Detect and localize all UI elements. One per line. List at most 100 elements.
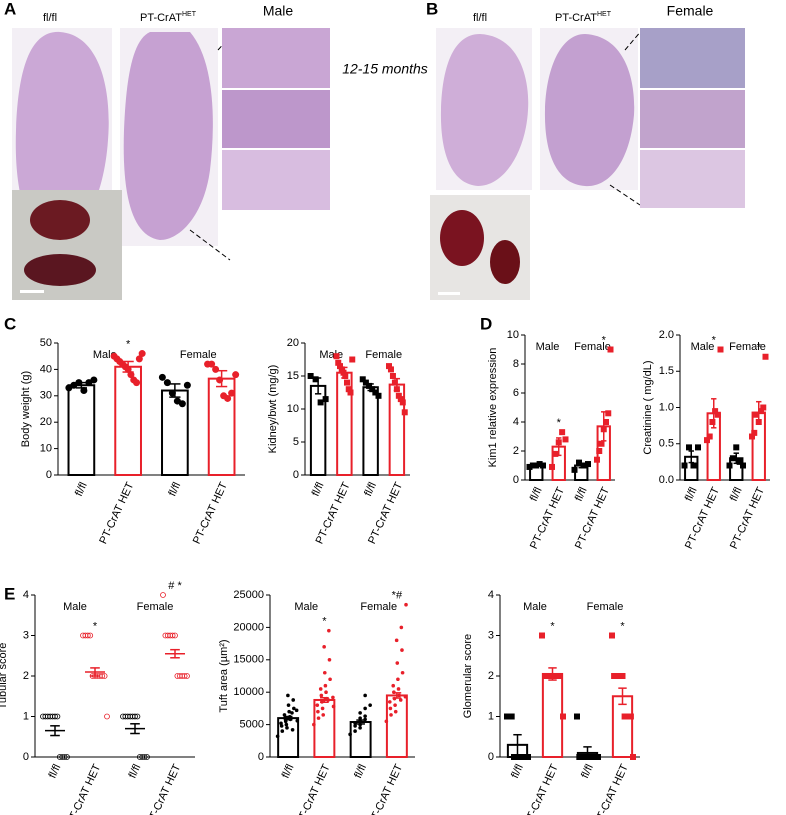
y-tick-label: 1 xyxy=(488,710,494,722)
data-point xyxy=(212,365,220,373)
data-point xyxy=(529,462,536,469)
y-axis-label: Glomerular score xyxy=(462,634,474,718)
significance: * xyxy=(93,620,98,632)
y-tick-label: 1.5 xyxy=(659,365,674,377)
data-point xyxy=(52,713,58,720)
kidney-section xyxy=(15,31,109,241)
data-point xyxy=(144,754,150,760)
significance: * xyxy=(620,620,625,632)
significance: * xyxy=(126,338,131,350)
data-point xyxy=(363,717,367,722)
data-point xyxy=(525,754,531,760)
x-tick-label: fl/fl xyxy=(280,762,297,780)
data-point xyxy=(284,722,289,727)
data-point xyxy=(358,711,362,715)
panel-letter: C xyxy=(4,314,16,333)
data-point xyxy=(749,433,755,440)
data-point xyxy=(286,703,291,707)
data-point xyxy=(571,466,578,473)
data-point xyxy=(353,724,357,728)
data-point xyxy=(533,462,540,469)
label-sup: HET xyxy=(182,11,197,18)
label-main: PT-CrAT xyxy=(140,12,182,24)
x-tick-label: PT-CrAT HET xyxy=(366,762,405,815)
data-point xyxy=(712,408,719,415)
data-point xyxy=(75,379,83,387)
panel-letter: E xyxy=(4,584,15,603)
data-point xyxy=(603,419,609,425)
data-point xyxy=(399,399,406,406)
data-point xyxy=(397,693,401,698)
data-point xyxy=(393,709,398,714)
data-point xyxy=(327,628,331,633)
data-point xyxy=(755,419,762,425)
data-point xyxy=(387,700,392,704)
y-tick-label: 1 xyxy=(23,710,29,722)
significance: * xyxy=(557,417,562,429)
x-tick-label: fl/fl xyxy=(362,480,379,498)
data-point xyxy=(690,462,697,469)
data-point xyxy=(178,400,186,408)
inset xyxy=(222,90,330,148)
data-point xyxy=(598,440,605,447)
data-point xyxy=(717,346,724,353)
y-tick-label: 0.5 xyxy=(659,438,674,450)
data-point xyxy=(600,426,607,433)
x-tick-label: fl/fl xyxy=(509,762,526,780)
data-point xyxy=(287,709,291,714)
x-tick-label: fl/fl xyxy=(683,485,700,503)
data-point xyxy=(337,363,343,370)
data-point xyxy=(630,754,636,760)
data-point xyxy=(576,459,582,466)
data-point xyxy=(316,709,320,714)
data-point xyxy=(208,360,216,368)
data-point xyxy=(353,721,357,726)
data-point xyxy=(733,444,740,451)
y-tick-label: 0 xyxy=(293,469,299,481)
data-point xyxy=(216,376,224,384)
data-point xyxy=(560,713,566,720)
data-point xyxy=(400,648,404,652)
y-tick-label: 0 xyxy=(513,474,519,486)
data-point xyxy=(291,698,296,702)
data-point xyxy=(363,693,367,698)
data-point xyxy=(751,429,758,436)
data-point xyxy=(224,394,232,402)
data-point xyxy=(753,411,760,418)
data-point xyxy=(322,645,326,649)
data-point xyxy=(585,461,591,468)
group-label: Male xyxy=(294,601,318,613)
data-point xyxy=(359,376,366,383)
data-point xyxy=(358,716,362,720)
data-point xyxy=(312,376,319,383)
data-point xyxy=(758,408,764,415)
kidney-photo xyxy=(490,240,520,284)
data-point xyxy=(158,373,166,381)
data-point xyxy=(279,721,283,726)
data-point xyxy=(228,389,236,397)
data-point xyxy=(141,754,148,760)
data-point xyxy=(393,386,400,393)
inset xyxy=(640,150,745,208)
data-point xyxy=(101,673,108,679)
data-point xyxy=(387,366,394,373)
group-label: Male xyxy=(691,341,715,353)
data-point xyxy=(605,410,612,417)
data-point xyxy=(353,729,357,733)
data-point xyxy=(169,632,176,639)
data-point xyxy=(127,371,135,379)
data-point xyxy=(396,687,401,691)
data-point xyxy=(307,373,314,379)
data-point xyxy=(358,719,362,724)
data-point xyxy=(714,411,721,418)
y-axis-label: Tubular score xyxy=(0,643,9,710)
x-tick-label: fl/fl xyxy=(47,762,64,780)
data-point xyxy=(391,683,396,688)
data-point xyxy=(84,632,91,639)
data-point xyxy=(358,722,362,727)
significance: *# xyxy=(392,590,403,602)
bar xyxy=(362,386,379,476)
bar xyxy=(541,672,564,758)
data-point xyxy=(619,673,626,679)
y-tick-label: 25000 xyxy=(233,589,264,601)
